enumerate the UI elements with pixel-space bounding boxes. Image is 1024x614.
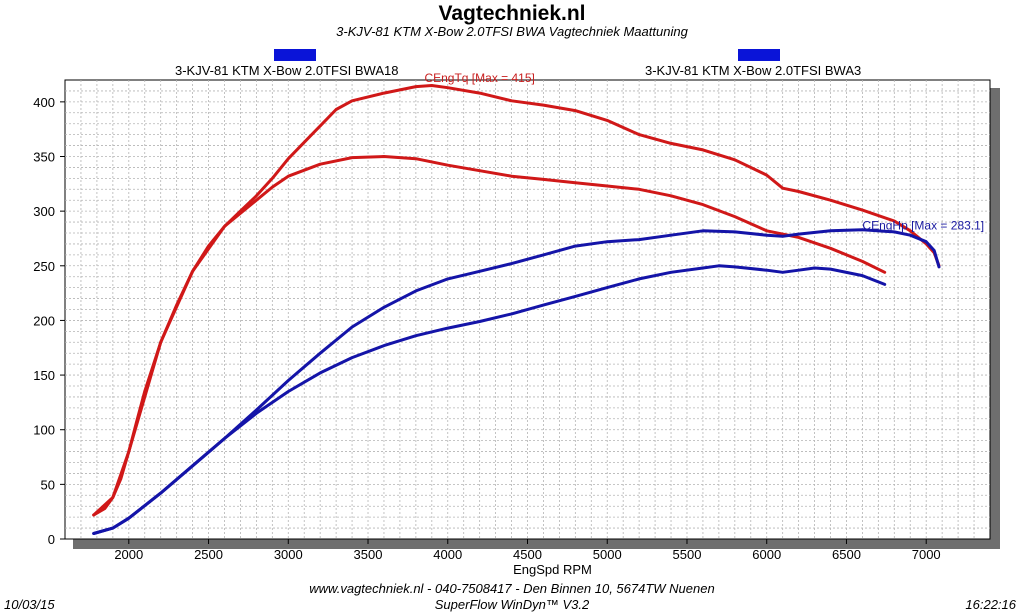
series-line-cenghp-bwa3 [92,264,887,535]
x-tick-label: 7000 [912,547,941,562]
legend-label-bwa3: 3-KJV-81 KTM X-Bow 2.0TFSI BWA3 [645,63,862,78]
y-tick-label: 100 [33,423,55,438]
x-tick-label: 6500 [832,547,861,562]
x-tick-label: 2500 [194,547,223,562]
footer-contact: www.vagtechniek.nl - 040-7508417 - Den B… [309,581,715,596]
legend-label-bwa18: 3-KJV-81 KTM X-Bow 2.0TFSI BWA18 [175,63,399,78]
footer-date: 10/03/15 [4,597,55,612]
x-tick-label: 2000 [114,547,143,562]
x-tick-label: 4500 [513,547,542,562]
y-tick-label: 50 [41,477,55,492]
x-tick-label: 4000 [433,547,462,562]
footer-software: SuperFlow WinDyn™ V3.2 [434,597,590,612]
series-line-cengtq-bwa3 [92,155,887,517]
y-tick-label: 150 [33,368,55,383]
y-tick-label: 400 [33,95,55,110]
y-tick-label: 200 [33,313,55,328]
x-tick-label: 5500 [673,547,702,562]
chart-title: Vagtechniek.nl [438,2,586,25]
x-tick-label: 3500 [354,547,383,562]
x-tick-label: 3000 [274,547,303,562]
power-max-annotation: CEngHp [Max = 283.1] [862,219,984,233]
x-tick-label: 6000 [752,547,781,562]
footer-time: 16:22:16 [965,597,1016,612]
y-tick-label: 300 [33,204,55,219]
torque-max-annotation: CEngTq [Max = 415] [424,71,534,85]
x-tick-label: 5000 [593,547,622,562]
y-tick-label: 250 [33,259,55,274]
chart-subtitle: 3-KJV-81 KTM X-Bow 2.0TFSI BWA Vagtechni… [336,24,688,39]
x-axis-label: EngSpd RPM [513,562,592,577]
legend-swatch-bwa18 [274,49,316,61]
legend-swatch-bwa3 [738,49,780,61]
y-tick-label: 0 [48,532,55,547]
y-tick-label: 350 [33,150,55,165]
